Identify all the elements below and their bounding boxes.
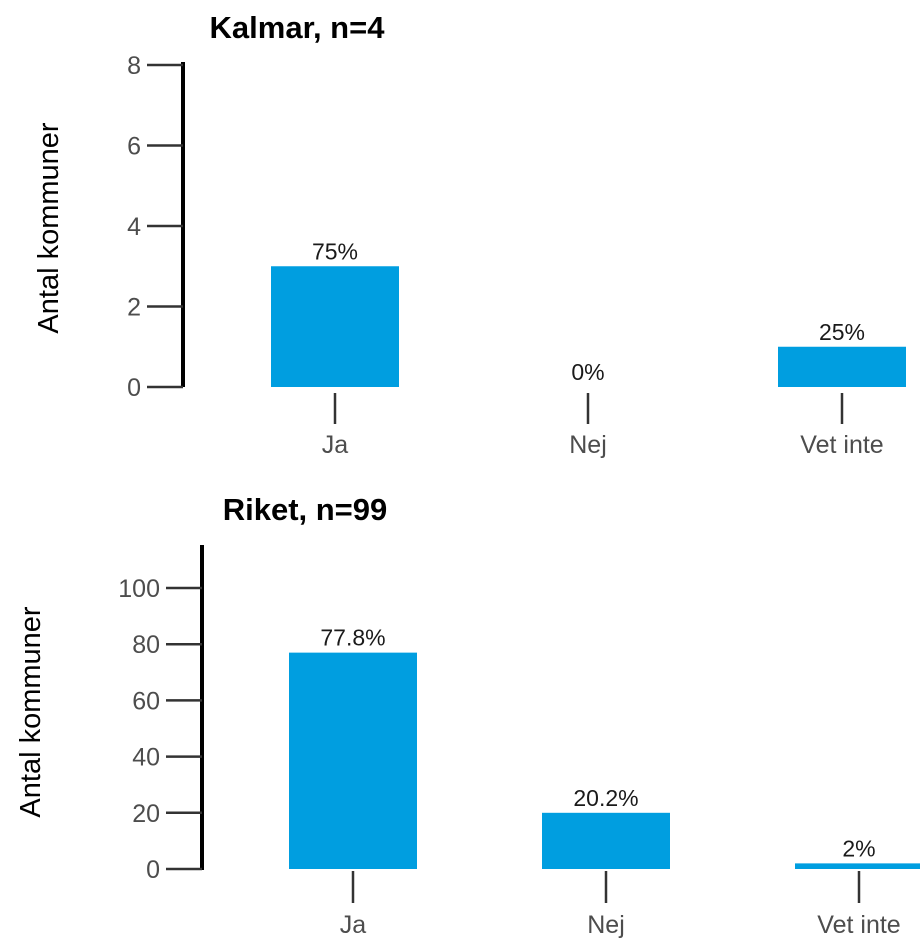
x-tick-label: Nej [587, 911, 625, 939]
y-axis-label: Antal kommuner [33, 122, 65, 333]
x-tick-label: Ja [340, 911, 367, 939]
data-label: 75% [312, 238, 358, 264]
plot-area: 0 2 4 6 8 75% Ja 0% Nej 25% Vet inte [127, 52, 906, 459]
data-label: 0% [571, 359, 604, 385]
y-tick-label: 6 [127, 133, 141, 161]
y-axis-label: Antal kommuner [15, 606, 47, 817]
chart-panel-kalmar: Kalmar, n=4 Antal kommuner 0 2 4 6 8 75% Ja 0% N… [33, 10, 906, 459]
x-tick-label: Vet inte [817, 911, 900, 939]
y-tick-label: 40 [132, 744, 160, 772]
y-tick-label: 80 [132, 631, 160, 659]
x-tick-label: Vet inte [800, 431, 883, 459]
y-tick-label: 0 [127, 374, 141, 402]
data-label: 20.2% [573, 785, 638, 811]
chart-title: Riket, n=99 [223, 492, 388, 527]
bar [542, 812, 670, 869]
y-tick-label: 0 [146, 856, 160, 884]
data-label: 2% [842, 835, 875, 861]
y-tick-label: 60 [132, 687, 160, 715]
chart-panel-riket: Riket, n=99 Antal kommuner 0 20 40 60 80 100 7… [15, 492, 920, 939]
bar [778, 346, 906, 387]
y-tick-label: 2 [127, 294, 141, 322]
x-tick-label: Ja [322, 431, 349, 459]
chart-title: Kalmar, n=4 [210, 10, 386, 45]
x-tick-label: Nej [569, 431, 607, 459]
y-tick-label: 4 [127, 213, 141, 241]
bar [795, 863, 920, 869]
bar [289, 652, 417, 869]
bar [271, 266, 399, 387]
data-label: 25% [819, 319, 865, 345]
y-tick-label: 100 [118, 575, 160, 603]
data-label: 77.8% [320, 625, 385, 651]
plot-area: 0 20 40 60 80 100 77.8% Ja 20.2% Nej 2% Vet inte [118, 545, 920, 939]
y-tick-label: 20 [132, 800, 160, 828]
y-tick-label: 8 [127, 52, 141, 80]
